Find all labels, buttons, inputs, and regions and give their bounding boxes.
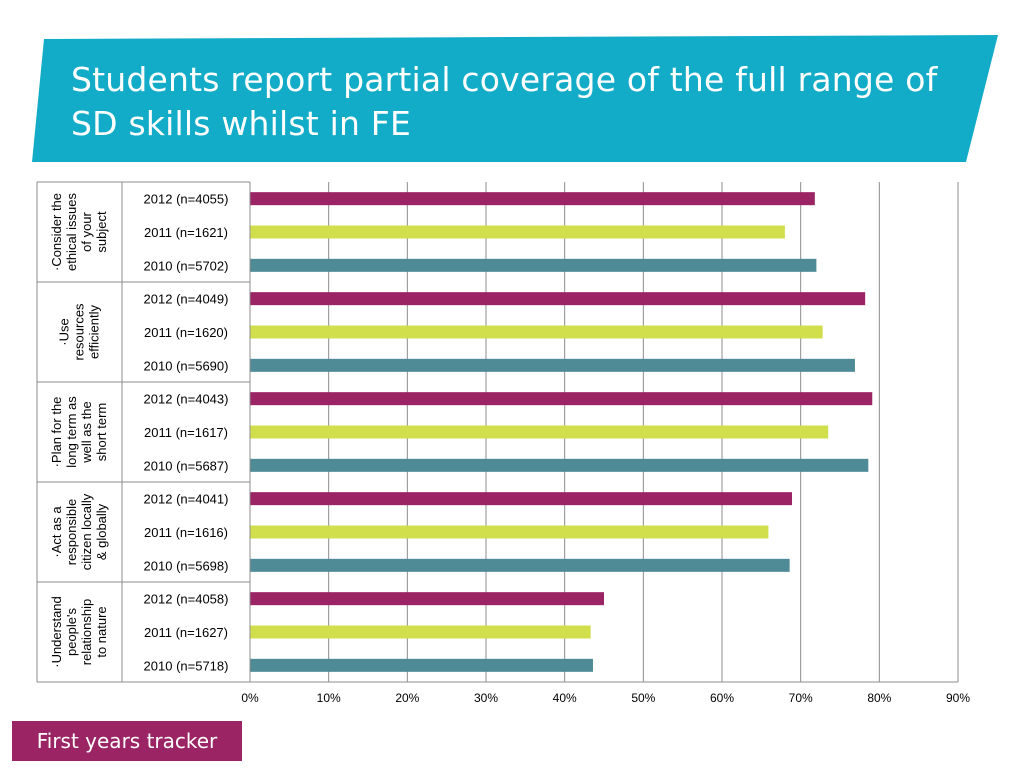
x-tick-label: 50% (631, 691, 655, 705)
x-tick-label: 30% (474, 691, 498, 705)
bar-2011 (250, 225, 785, 239)
bar-label: 2012 (n=4049) (144, 292, 229, 307)
bar-label: 2011 (n=1620) (144, 325, 228, 340)
x-tick-label: 40% (553, 691, 577, 705)
x-tick-label: 20% (395, 691, 419, 705)
bar-2010 (250, 658, 593, 672)
bar-2011 (250, 525, 769, 539)
group-label: ·Consider theethical issuesof yoursubjec… (49, 192, 109, 271)
x-tick-label: 10% (317, 691, 341, 705)
bar-2012 (250, 292, 866, 306)
x-tick-label: 60% (710, 691, 734, 705)
bar-2010 (250, 358, 855, 372)
bar-2011 (250, 425, 829, 439)
bar-2012 (250, 392, 873, 406)
bar-label: 2010 (n=5690) (144, 358, 229, 373)
group-label: ·Understandpeople'srelationshipto nature (49, 596, 109, 668)
bar-label: 2012 (n=4043) (144, 392, 229, 407)
bar-2010 (250, 458, 869, 472)
bar-label: 2010 (n=5687) (144, 458, 229, 473)
bar-2012 (250, 492, 793, 506)
x-tick-label: 90% (946, 691, 970, 705)
group-label: ·Act as aresponsiblecitizen locally& glo… (49, 493, 109, 570)
bar-label: 2010 (n=5702) (144, 258, 229, 273)
bar-2010 (250, 258, 817, 272)
bar-label: 2011 (n=1616) (144, 525, 228, 540)
title-banner (32, 35, 998, 162)
bar-label: 2011 (n=1621) (144, 225, 228, 240)
bar-2012 (250, 192, 815, 206)
bar-2012 (250, 592, 604, 606)
bar-label: 2011 (n=1617) (144, 425, 228, 440)
bar-label: 2012 (n=4058) (144, 592, 229, 607)
x-tick-label: 0% (241, 691, 259, 705)
bar-label: 2012 (n=4041) (144, 492, 229, 507)
group-label: ·Useresourcesefficiently (57, 303, 102, 361)
title-banner-shape (32, 35, 998, 162)
bar-label: 2011 (n=1627) (144, 625, 228, 640)
group-label: ·Plan for thelong term aswell as theshor… (49, 396, 109, 468)
bar-label: 2010 (n=5698) (144, 558, 229, 573)
bar-2011 (250, 625, 591, 639)
bar-2011 (250, 325, 823, 339)
x-tick-label: 80% (867, 691, 891, 705)
bar-label: 2010 (n=5718) (144, 658, 229, 673)
slide-title: Students report partial coverage of the … (71, 60, 938, 143)
bar-2010 (250, 558, 790, 572)
bar-label: 2012 (n=4055) (144, 192, 229, 207)
x-tick-label: 70% (789, 691, 813, 705)
footer-tag: First years tracker (12, 721, 242, 761)
